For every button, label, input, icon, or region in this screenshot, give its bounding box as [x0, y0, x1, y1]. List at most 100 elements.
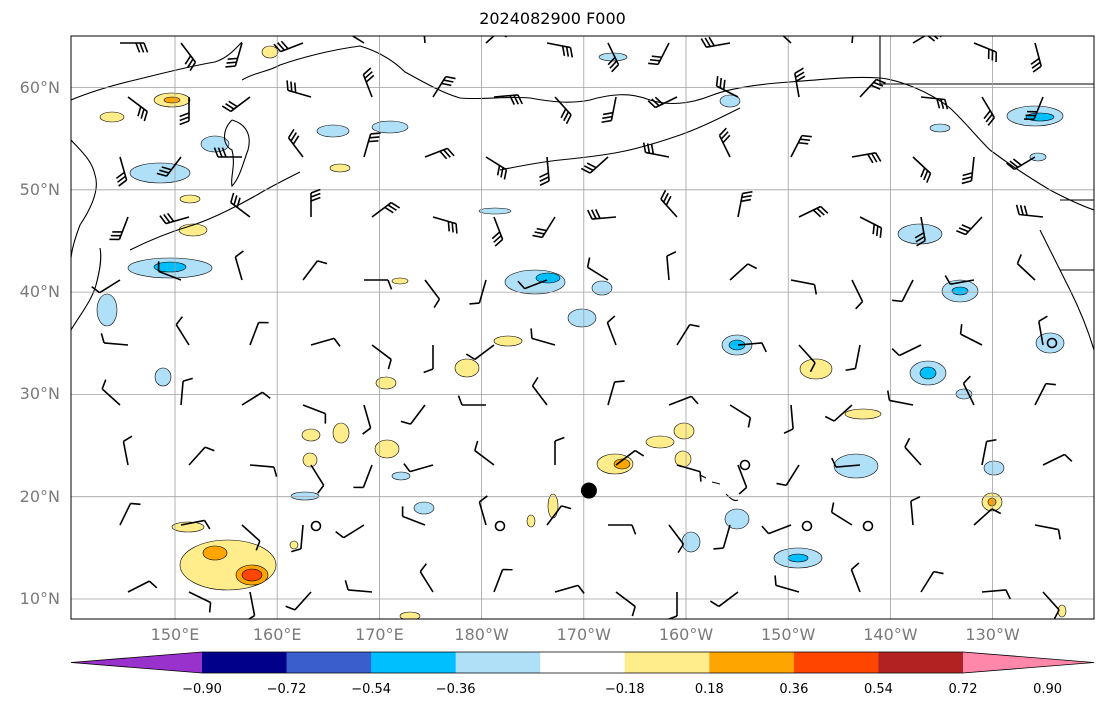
- colorbar-tick-label: 0.54: [863, 682, 893, 697]
- wind-barb-flag: [634, 449, 645, 457]
- wind-barb-staff: [175, 324, 190, 346]
- wind-barb-flag: [175, 316, 183, 326]
- contour-patch: [399, 611, 421, 619]
- wind-barb-flag: [740, 198, 752, 203]
- wind-barb-flag: [926, 36, 936, 42]
- longitude-label: 140°W: [863, 625, 918, 644]
- wind-barb-flag: [118, 179, 128, 187]
- wind-barb-flag: [225, 65, 236, 68]
- wind-barb-flag: [317, 260, 328, 265]
- coastline: [71, 139, 97, 259]
- wind-barb-flag: [602, 115, 613, 120]
- wind-barb-flag: [916, 239, 926, 247]
- wind-barb-flag: [184, 55, 192, 65]
- wind-barb-flag: [824, 415, 835, 422]
- wind-barb-flag: [1015, 204, 1020, 215]
- wind-barb-flag: [534, 231, 545, 235]
- wind-barb-staff: [775, 584, 800, 593]
- longitude-label: 160°W: [658, 625, 714, 644]
- contour-patch: [332, 422, 350, 444]
- wind-barb-flag: [867, 153, 874, 164]
- wind-barb-flag: [130, 502, 141, 506]
- wind-barb-flag: [715, 76, 719, 87]
- wind-barb-flag: [273, 466, 278, 477]
- contour-patch: [171, 521, 205, 533]
- wind-barb-staff: [737, 342, 762, 346]
- wind-barb-flag: [159, 169, 170, 174]
- wind-barb-flag: [747, 417, 752, 428]
- wind-barb-flag: [286, 80, 289, 91]
- wind-barb-flag: [423, 15, 432, 19]
- colorbar: [70, 651, 1095, 674]
- wind-barb-flag: [962, 375, 971, 384]
- wind-barb-flag: [874, 152, 882, 162]
- contour-patch: [391, 277, 409, 285]
- contour-patch: [983, 460, 1005, 476]
- wind-barb-staff: [790, 135, 803, 158]
- wind-barb-flag: [614, 380, 625, 383]
- longitude-label: 180°W: [454, 625, 509, 644]
- contour-patch: [951, 286, 969, 296]
- wind-barb-flag: [933, 570, 944, 575]
- wind-barb-staff: [119, 503, 132, 526]
- wind-barb-flag: [910, 496, 921, 502]
- wind-barb-staff: [973, 508, 993, 526]
- colorbar-segment: [624, 652, 710, 673]
- wind-barb-staff: [768, 524, 792, 535]
- wind-barb-flag: [179, 120, 190, 126]
- wind-barb-flag: [117, 175, 126, 183]
- wind-barb-staff: [718, 135, 731, 158]
- longitude-label: 130°W: [965, 625, 1020, 644]
- wind-barb-staff: [180, 519, 205, 526]
- wind-barb-staff: [188, 446, 206, 466]
- wind-barb-flag: [794, 67, 804, 75]
- wind-barb-flag: [563, 111, 570, 122]
- wind-barb-flag: [364, 71, 373, 79]
- wind-barb-flag: [648, 62, 659, 66]
- wind-barb-flag: [699, 471, 702, 482]
- wind-barb-staff: [343, 524, 365, 539]
- wind-barb-staff: [790, 279, 815, 286]
- wind-barb-flag: [539, 176, 550, 182]
- wind-barb-flag: [959, 324, 963, 335]
- wind-barb-flag: [504, 27, 513, 32]
- wind-barb-staff: [493, 216, 504, 240]
- wind-barb-flag: [871, 153, 878, 163]
- wind-barb-staff: [798, 344, 816, 364]
- wind-barb-flag: [591, 209, 597, 220]
- wind-barb-flag: [501, 30, 510, 35]
- wind-barb-staff: [981, 441, 988, 466]
- wind-barb-flag: [370, 132, 381, 135]
- contour-patch: [202, 545, 228, 561]
- wind-barb-flag: [795, 75, 806, 82]
- wind-barb-flag: [854, 21, 864, 24]
- contour-patch: [897, 223, 943, 245]
- wind-barb-staff: [474, 449, 495, 466]
- contour-patch: [289, 540, 299, 550]
- contour-patch: [96, 293, 118, 327]
- contour-patch: [787, 553, 809, 563]
- wind-barb-flag: [455, 223, 458, 234]
- wind-barb-staff: [127, 580, 150, 593]
- wind-barb-flag: [247, 614, 256, 619]
- wind-barb-flag: [704, 37, 711, 47]
- plot-area: [71, 15, 1094, 619]
- wind-barb-flag: [577, 584, 585, 594]
- wind-barb-flag: [719, 77, 723, 89]
- wind-barb-flag: [451, 222, 454, 233]
- contour-patch: [929, 123, 951, 133]
- wind-barb-flag: [500, 167, 504, 178]
- wind-barb-flag: [387, 279, 393, 290]
- wind-barb-flag: [400, 420, 411, 425]
- wind-barb-flag: [140, 108, 145, 119]
- wind-barb-flag: [923, 170, 929, 181]
- wind-barb-flag: [189, 61, 197, 72]
- wind-barb-flag: [457, 395, 463, 406]
- wind-barb-staff: [910, 501, 914, 526]
- contour-patch: [301, 428, 321, 442]
- wind-barb-flag: [539, 180, 550, 186]
- wind-barb-flag: [569, 47, 574, 58]
- wind-barb-staff: [782, 36, 792, 44]
- wind-barb-flag: [798, 141, 809, 145]
